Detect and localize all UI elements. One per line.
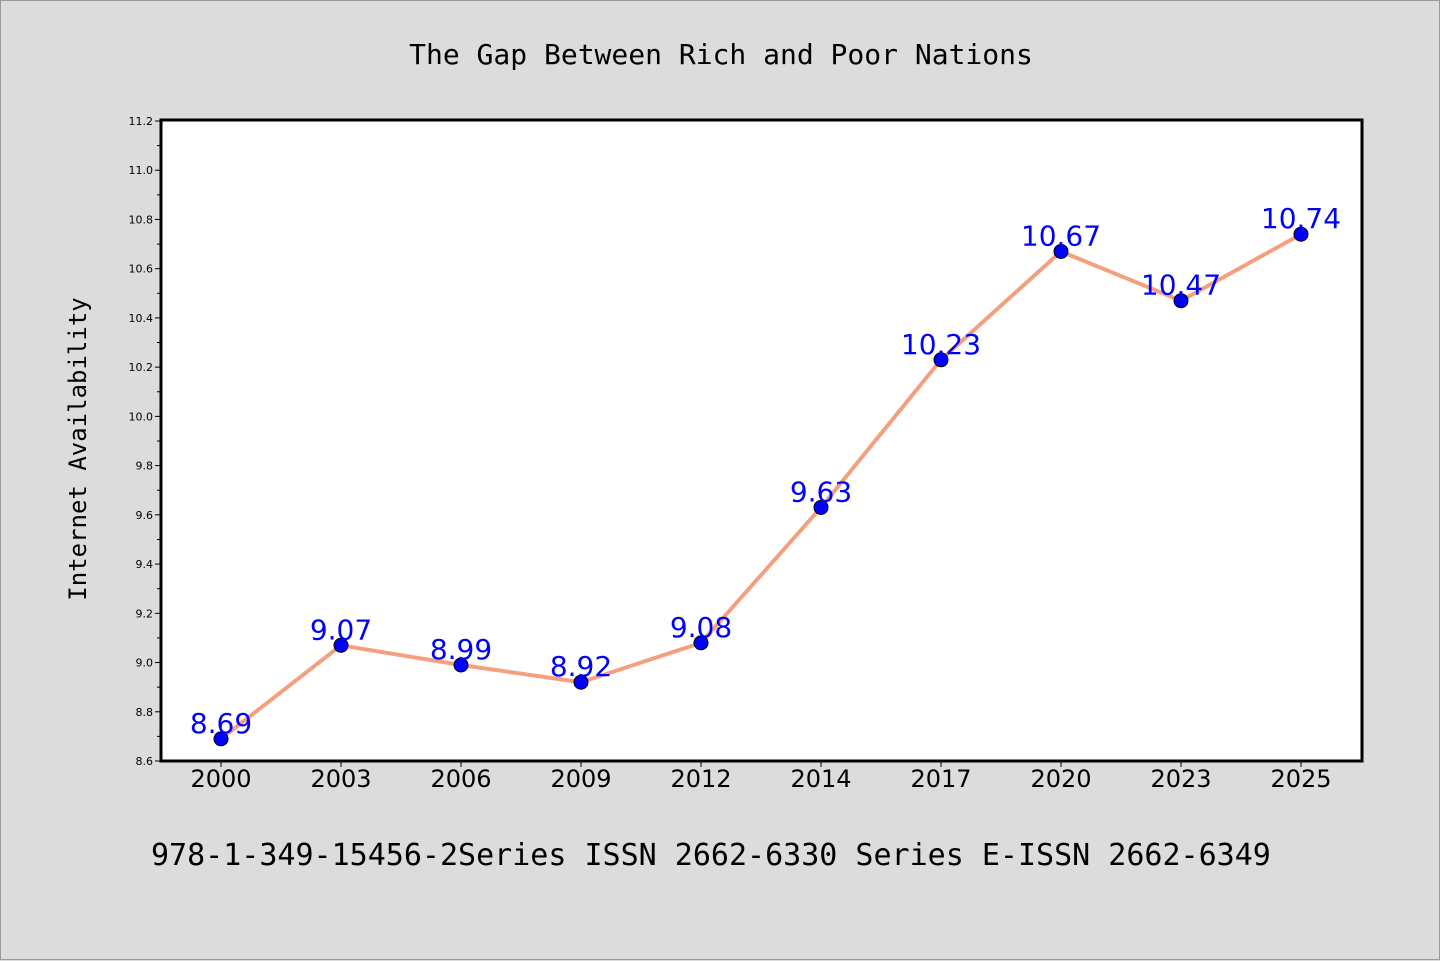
x-tick-label: 2003 xyxy=(310,765,371,793)
data-label: 8.69 xyxy=(190,707,252,740)
y-tick-label: 9.8 xyxy=(136,460,154,473)
plot-area xyxy=(159,118,1364,763)
y-tick-label: 10.6 xyxy=(129,263,154,276)
y-tick-label: 9.4 xyxy=(136,558,154,571)
y-tick-label: 9.6 xyxy=(136,509,154,522)
y-tick-label: 11.2 xyxy=(129,115,154,128)
data-label: 10.74 xyxy=(1261,202,1341,235)
data-label: 10.47 xyxy=(1141,269,1221,302)
y-tick-label: 11.0 xyxy=(129,164,154,177)
data-point-marker xyxy=(213,731,229,747)
x-tick-label: 2006 xyxy=(430,765,491,793)
data-point-marker xyxy=(1173,293,1189,309)
data-point-marker xyxy=(453,657,469,673)
series-line xyxy=(219,232,1302,741)
y-axis-label: Internet Availability xyxy=(64,297,92,600)
data-point-marker xyxy=(1293,226,1309,242)
y-tick-label: 9.0 xyxy=(136,657,154,670)
y-tick-label: 10.8 xyxy=(129,213,154,226)
x-tick-label: 2020 xyxy=(1030,765,1091,793)
y-tick-label: 8.6 xyxy=(136,755,154,768)
data-point-marker xyxy=(573,674,589,690)
y-axis: 8.6 8.8 9.0 9.2 9.4 9.6 9.8 10.0 10.2 10.4 10.6 10.… xyxy=(129,115,161,768)
footer-isbn-text: 978-1-349-15456-2Series ISSN 2662-6330 S… xyxy=(151,838,1271,873)
data-label: 9.08 xyxy=(670,611,732,644)
data-label: 10.67 xyxy=(1021,219,1101,252)
data-point-marker xyxy=(333,637,349,653)
data-markers xyxy=(213,226,1309,747)
data-label: 9.63 xyxy=(790,475,852,508)
y-tick-label: 10.2 xyxy=(129,361,154,374)
x-tick-label: 2023 xyxy=(1150,765,1211,793)
y-tick-label: 10.4 xyxy=(129,312,154,325)
x-tick-label: 2012 xyxy=(670,765,731,793)
y-tick-label: 9.2 xyxy=(136,607,154,620)
data-point-marker xyxy=(813,499,829,515)
data-label: 8.92 xyxy=(550,650,612,683)
data-point-marker xyxy=(933,352,949,368)
x-tick-label: 2000 xyxy=(190,765,251,793)
y-tick-label: 8.8 xyxy=(136,706,154,719)
data-label: 8.99 xyxy=(430,633,492,666)
x-tick-label: 2025 xyxy=(1270,765,1331,793)
x-tick-label: 2014 xyxy=(790,765,851,793)
data-point-marker xyxy=(693,635,709,651)
y-tick-label: 10.0 xyxy=(129,410,154,423)
data-label: 9.07 xyxy=(310,613,372,646)
x-tick-label: 2017 xyxy=(910,765,971,793)
x-axis: 2000 2003 2006 2009 2012 2014 2017 2020 2023 2025 xyxy=(190,761,1332,793)
chart-title: The Gap Between Rich and Poor Nations xyxy=(409,38,1033,71)
data-label: 10.23 xyxy=(901,328,981,361)
x-tick-label: 2009 xyxy=(550,765,611,793)
data-point-marker xyxy=(1053,243,1069,259)
data-labels: 8.69 9.07 8.99 8.92 9.08 9.63 10.23 10.67 10.47 1… xyxy=(190,202,1341,740)
